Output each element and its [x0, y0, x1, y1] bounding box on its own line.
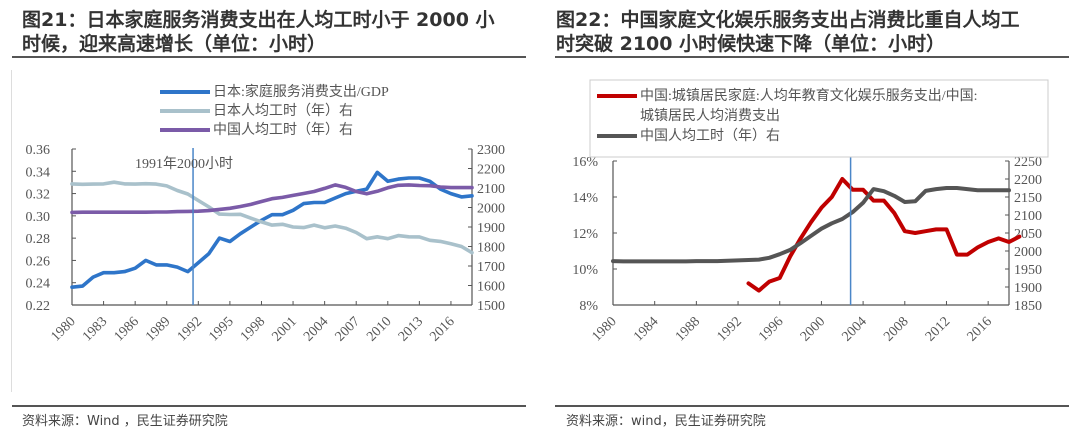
right-legend-item: 中国人均工时（年）右 [597, 128, 780, 144]
right-right-tick-label: 2250 [1014, 155, 1042, 170]
right-left-tick-label: 12% [572, 227, 598, 242]
right-x-tick-label: 1988 [673, 314, 703, 344]
right-legend-label: 城镇居民人均消费支出 [640, 108, 780, 124]
left-left-tick-label: 0.22 [26, 299, 51, 314]
left-right-tick-label: 1800 [477, 241, 505, 256]
left-source-rule [12, 405, 526, 407]
right-left-tick-label: 10% [572, 263, 598, 278]
right-right-tick-label: 2200 [1014, 173, 1042, 188]
left-x-tick-label: 1980 [48, 314, 78, 344]
left-left-tick-label: 0.30 [26, 210, 51, 225]
left-right-tick-label: 2300 [477, 143, 505, 158]
left-x-tick-label: 2001 [269, 314, 299, 344]
left-x-tick-label: 2010 [364, 314, 394, 344]
left-series-line-1 [70, 180, 474, 255]
left-x-tick-label: 1986 [112, 314, 142, 344]
left-right-tick-label: 1900 [477, 221, 505, 236]
left-right-tick-label: 2100 [477, 182, 505, 197]
right-x-tick-label: 2008 [881, 314, 911, 344]
right-right-tick-label: 1950 [1014, 263, 1042, 278]
left-left-tick-label: 0.34 [26, 165, 51, 180]
right-x-tick-label: 1992 [714, 314, 744, 344]
right-x-tick-label: 2004 [840, 314, 870, 344]
right-series-line-1 [611, 186, 1011, 264]
right-left-tick-label: 14% [572, 191, 598, 206]
left-legend-item: 中国人均工时（年）右 [160, 122, 353, 138]
right-legend-label: 中国:城镇居民家庭:人均年教育文化娱乐服务支出/中国: [640, 87, 978, 104]
right-title-line1: 图22：中国家庭文化娱乐服务支出占消费比重自人均工 [556, 9, 1020, 31]
left-series-line-0 [70, 170, 474, 290]
left-legend-item: 日本:家庭服务消费支出/GDP [160, 83, 389, 100]
left-x-tick-label: 2016 [427, 314, 457, 344]
right-chart: 8% 10% 12% 14% 16% 1850 1900 1950 2000 2050 2100 21… [572, 79, 1049, 345]
left-x-tick-label: 1998 [238, 314, 268, 344]
right-right-tick-label: 1900 [1014, 281, 1042, 296]
right-source-note: 资料来源：wind，民生证券研究院 [566, 414, 766, 429]
right-right-tick-label: 2150 [1014, 191, 1042, 206]
left-chart-title: 图21：日本家庭服务消费支出在人均工时小于 2000 小 时候，迎来高速增长（单… [22, 8, 532, 56]
left-panel-border [11, 70, 12, 392]
right-x-tick-label: 1984 [631, 314, 661, 344]
right-x-tick-label: 2000 [798, 314, 828, 344]
left-legend-item: 日本人均工时（年）右 [160, 103, 353, 119]
right-series-line-0 [746, 177, 1022, 293]
right-x-tick-label: 2016 [965, 314, 995, 344]
left-chart: 0.22 0.24 0.26 0.28 0.30 0.32 0.34 0.36 1500 1600… [26, 83, 506, 345]
left-legend-label: 中国人均工时（年）右 [213, 122, 353, 138]
right-right-tick-label: 2100 [1014, 209, 1042, 224]
right-legend-item: 中国:城镇居民家庭:人均年教育文化娱乐服务支出/中国: 城镇居民人均消费支出 [597, 87, 978, 124]
left-legend-label: 日本:家庭服务消费支出/GDP [213, 83, 389, 100]
left-x-tick-label: 1995 [206, 314, 236, 344]
left-x-tick-label: 2007 [333, 314, 363, 344]
right-source-rule [555, 405, 1069, 407]
left-source-note: 资料来源：Wind ，民生证券研究院 [22, 414, 228, 429]
right-left-tick-label: 8% [579, 299, 598, 314]
left-right-tick-label: 1600 [477, 280, 505, 295]
right-right-tick-label: 1850 [1014, 299, 1042, 314]
left-left-tick-label: 0.26 [26, 254, 51, 269]
right-right-tick-label: 2000 [1014, 245, 1042, 260]
right-chart-title: 图22：中国家庭文化娱乐服务支出占消费比重自人均工 时突破 2100 小时候快速… [556, 8, 1066, 56]
left-x-tick-label: 1989 [143, 314, 173, 344]
left-left-tick-label: 0.24 [26, 277, 51, 292]
left-x-tick-label: 1983 [80, 314, 110, 344]
left-legend-label: 日本人均工时（年）右 [213, 103, 353, 119]
left-left-tick-label: 0.36 [26, 143, 51, 158]
right-x-tick-label: 1996 [756, 314, 786, 344]
left-left-tick-label: 0.28 [26, 232, 51, 247]
left-x-tick-label: 2013 [396, 314, 426, 344]
left-title-line1: 图21：日本家庭服务消费支出在人均工时小于 2000 小 [22, 9, 495, 31]
left-title-line2: 时候，迎来高速增长（单位：小时） [22, 33, 327, 55]
left-series-line-2 [70, 183, 474, 215]
right-legend-box [589, 79, 1049, 158]
left-left-tick-label: 0.32 [26, 188, 51, 203]
right-x-tick-label: 2012 [923, 314, 953, 344]
left-x-tick-label: 1992 [175, 314, 205, 344]
left-x-tick-label: 2004 [301, 314, 331, 344]
left-right-tick-label: 1500 [477, 299, 505, 314]
left-right-tick-label: 2200 [477, 163, 505, 178]
left-title-rule [12, 56, 526, 58]
left-annotation-label: 1991年2000小时 [135, 156, 233, 172]
right-title-line2: 时突破 2100 小时候快速下降（单位：小时） [556, 33, 946, 55]
right-left-tick-label: 16% [572, 155, 598, 170]
left-right-tick-label: 1700 [477, 260, 505, 275]
right-right-tick-label: 2050 [1014, 227, 1042, 242]
right-legend-label: 中国人均工时（年）右 [640, 128, 780, 144]
left-right-tick-label: 2000 [477, 202, 505, 217]
right-x-tick-label: 1980 [589, 314, 619, 344]
right-title-rule [555, 56, 1069, 58]
